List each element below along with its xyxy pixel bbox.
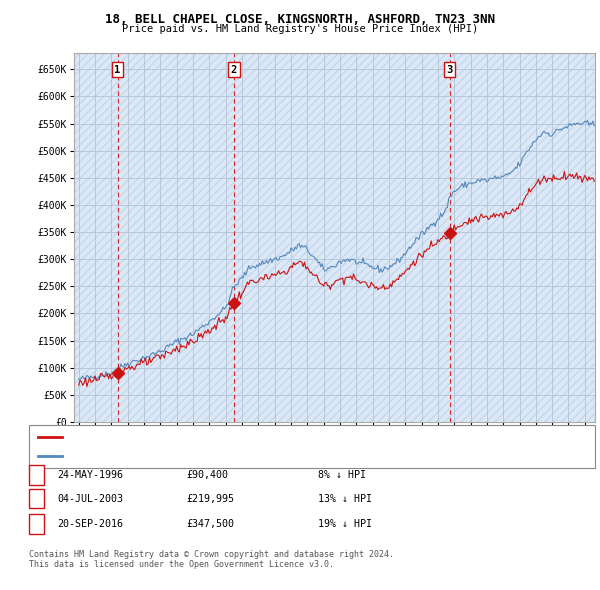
Text: 18, BELL CHAPEL CLOSE, KINGSNORTH, ASHFORD, TN23 3NN (detached house): 18, BELL CHAPEL CLOSE, KINGSNORTH, ASHFO…: [66, 433, 437, 442]
Text: 3: 3: [446, 65, 453, 75]
Text: 1: 1: [33, 470, 40, 480]
Text: £347,500: £347,500: [186, 519, 234, 529]
Text: 3: 3: [33, 519, 40, 529]
Text: HPI: Average price, detached house, Ashford: HPI: Average price, detached house, Ashf…: [66, 451, 297, 460]
Text: 8% ↓ HPI: 8% ↓ HPI: [318, 470, 366, 480]
Text: 18, BELL CHAPEL CLOSE, KINGSNORTH, ASHFORD, TN23 3NN: 18, BELL CHAPEL CLOSE, KINGSNORTH, ASHFO…: [105, 13, 495, 26]
Text: 20-SEP-2016: 20-SEP-2016: [57, 519, 123, 529]
Text: 2: 2: [230, 65, 237, 75]
Text: 24-MAY-1996: 24-MAY-1996: [57, 470, 123, 480]
Text: £219,995: £219,995: [186, 494, 234, 503]
Text: 2: 2: [33, 494, 40, 503]
Text: £90,400: £90,400: [186, 470, 228, 480]
Text: 04-JUL-2003: 04-JUL-2003: [57, 494, 123, 503]
Text: Price paid vs. HM Land Registry's House Price Index (HPI): Price paid vs. HM Land Registry's House …: [122, 24, 478, 34]
Text: 1: 1: [115, 65, 121, 75]
Text: 19% ↓ HPI: 19% ↓ HPI: [318, 519, 372, 529]
Text: Contains HM Land Registry data © Crown copyright and database right 2024.
This d: Contains HM Land Registry data © Crown c…: [29, 550, 394, 569]
Text: 13% ↓ HPI: 13% ↓ HPI: [318, 494, 372, 503]
